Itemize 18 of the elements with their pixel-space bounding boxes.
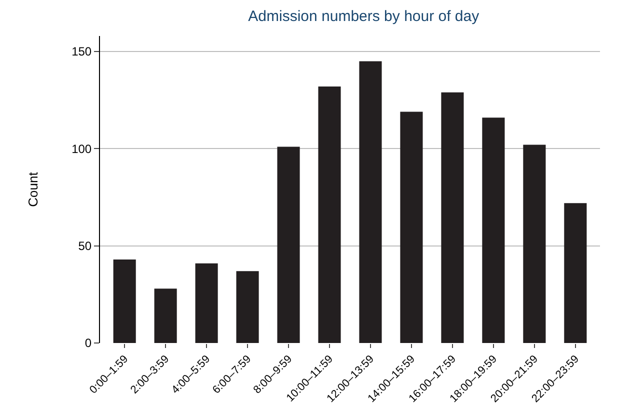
bar [359, 61, 382, 343]
y-tick-label: 50 [78, 239, 92, 254]
bar [113, 259, 136, 343]
y-axis-title: Count [26, 172, 41, 207]
bar [441, 92, 464, 343]
bar [195, 263, 218, 343]
bar [523, 144, 546, 343]
bar [482, 118, 505, 343]
chart-title: Admission numbers by hour of day [248, 8, 480, 25]
bar [318, 86, 341, 343]
y-tick-label: 100 [72, 142, 92, 156]
y-tick-label: 150 [72, 44, 92, 59]
bar [564, 203, 587, 343]
bar [400, 112, 423, 343]
bar [236, 271, 259, 343]
bar [154, 288, 177, 343]
bar [277, 146, 300, 343]
y-tick-label: 0 [84, 336, 92, 350]
